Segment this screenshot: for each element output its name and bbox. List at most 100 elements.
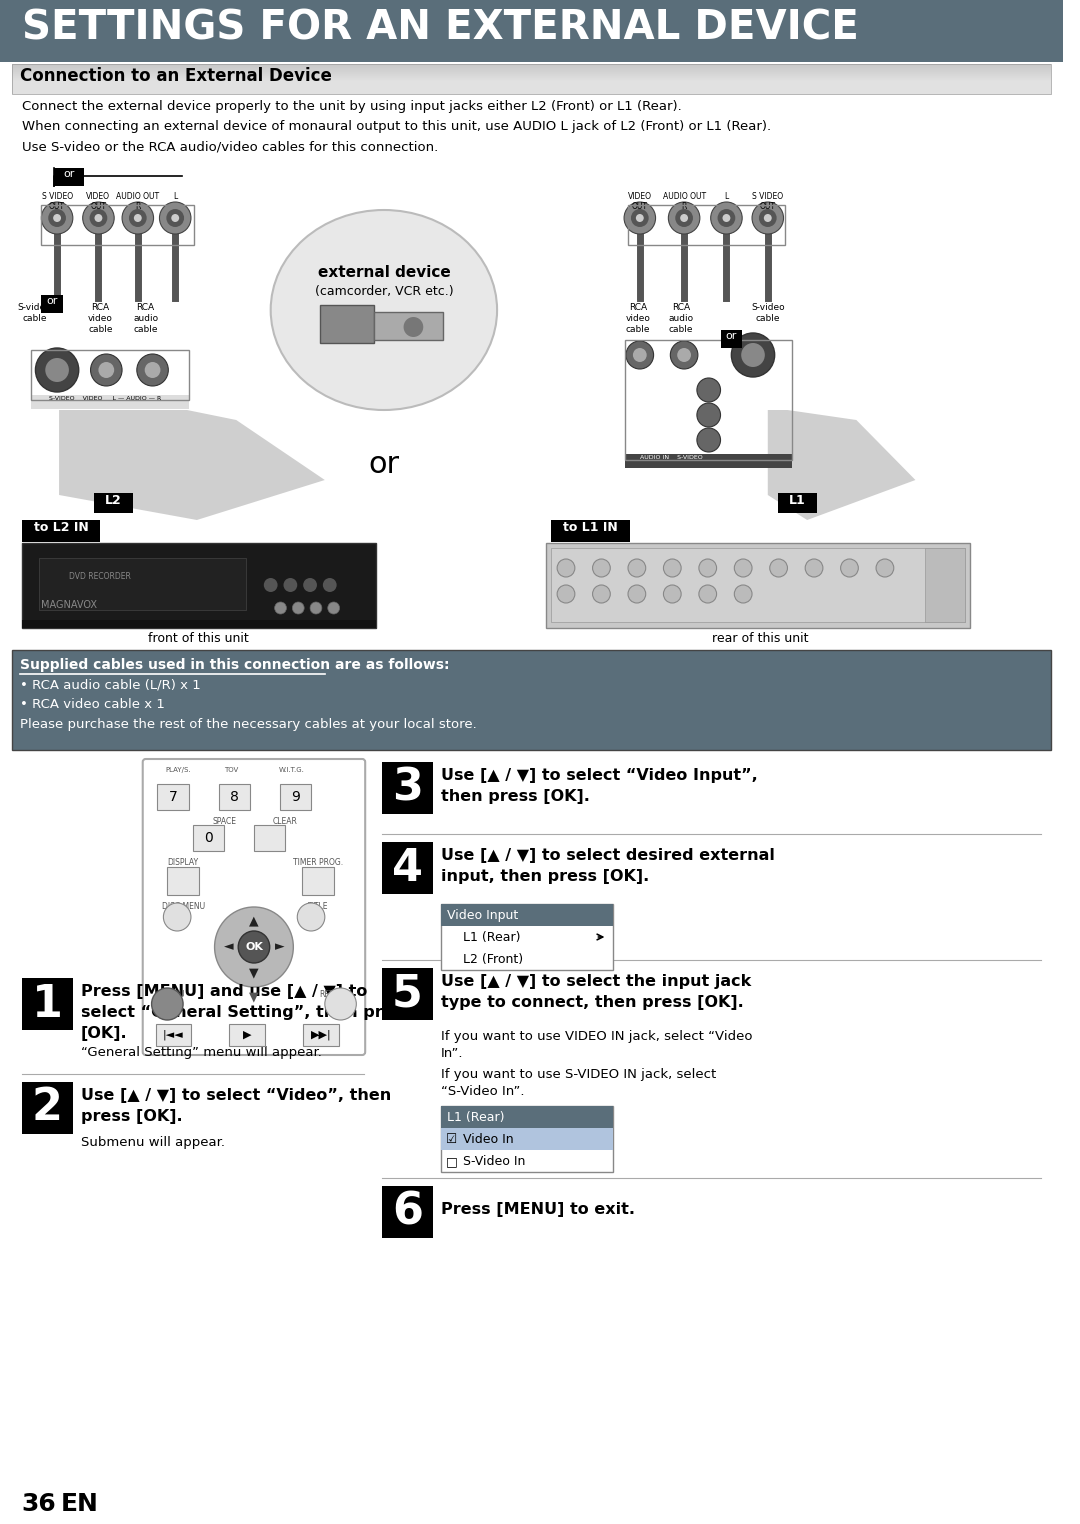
Text: DISPLAY: DISPLAY [167,858,199,867]
Circle shape [122,203,153,235]
Circle shape [677,347,691,363]
Text: RCA
audio
cable: RCA audio cable [669,303,693,334]
Circle shape [770,559,787,578]
Bar [193,824,225,850]
Text: Submenu will appear.: Submenu will appear. [81,1135,225,1149]
Circle shape [633,347,647,363]
Text: W.I.T.G.: W.I.T.G. [279,767,305,773]
Bar [441,904,613,927]
Text: S VIDEO
OUT: S VIDEO OUT [752,192,783,212]
Bar [41,206,194,245]
Circle shape [624,203,656,235]
Polygon shape [768,410,916,520]
Bar [167,867,199,895]
Text: Use S-video or the RCA audio/video cables for this connection.: Use S-video or the RCA audio/video cable… [22,140,437,152]
Circle shape [145,363,161,378]
Circle shape [325,988,356,1020]
Text: 1: 1 [31,983,63,1026]
Text: ▲: ▲ [249,914,259,928]
Text: Use [▲ / ▼] to select the input jack
type to connect, then press [OK].: Use [▲ / ▼] to select the input jack typ… [441,974,752,1010]
Text: front of this unit: front of this unit [148,632,249,645]
Circle shape [636,213,644,223]
Circle shape [593,585,610,604]
Circle shape [53,213,62,223]
Circle shape [627,559,646,578]
Text: VIDEO
OUT: VIDEO OUT [86,192,110,212]
Text: 9: 9 [291,789,300,805]
Circle shape [699,559,717,578]
Circle shape [45,358,69,383]
Text: “General Setting” menu will appear.: “General Setting” menu will appear. [81,1045,322,1059]
Circle shape [734,559,752,578]
Bar [22,1082,72,1134]
Circle shape [163,904,191,931]
Text: Press [MENU] and use [▲ / ▼] to
select “General Setting”, then press
[OK].: Press [MENU] and use [▲ / ▼] to select “… [81,985,413,1041]
Text: AUDIO OUT
R: AUDIO OUT R [662,192,705,212]
Text: Video In: Video In [462,1132,513,1146]
Circle shape [239,931,270,963]
Bar [31,395,189,408]
Text: ◄: ◄ [224,940,233,954]
Circle shape [94,213,103,223]
Bar [625,454,793,468]
Circle shape [293,602,305,614]
Text: Supplied cables used in this connection are as follows:: Supplied cables used in this connection … [19,658,449,672]
Text: L1 (Rear): L1 (Rear) [447,1111,504,1125]
Text: 6: 6 [392,1190,423,1233]
Text: 4: 4 [392,846,423,890]
Bar [720,331,742,347]
Text: 3: 3 [392,767,423,809]
Circle shape [264,578,278,591]
Text: AUDIO IN    S-VIDEO: AUDIO IN S-VIDEO [639,456,703,460]
Text: S-VIDEO    VIDEO     L — AUDIO — R: S-VIDEO VIDEO L — AUDIO — R [50,396,162,401]
Text: CLEAR: CLEAR [273,817,298,826]
Bar [320,305,374,343]
Circle shape [160,203,191,235]
Text: external device: external device [318,265,450,280]
Bar [382,1186,433,1237]
Circle shape [663,559,681,578]
Bar [280,783,311,809]
Circle shape [663,585,681,604]
Text: PLAY/S.: PLAY/S. [165,767,191,773]
Circle shape [297,904,325,931]
Text: When connecting an external device of monaural output to this unit, use AUDIO L : When connecting an external device of mo… [22,120,771,133]
Text: TITLE: TITLE [308,902,328,911]
Text: 7: 7 [168,789,177,805]
Text: DVD RECORDER: DVD RECORDER [69,572,131,581]
Circle shape [134,213,141,223]
Bar [778,492,816,514]
Bar [158,783,189,809]
Circle shape [151,988,184,1020]
Bar [441,904,613,969]
Text: S-video
cable: S-video cable [751,303,784,323]
Text: AUDIO OUT
R: AUDIO OUT R [117,192,160,212]
Text: 0: 0 [204,831,213,844]
Bar [218,783,249,809]
Text: ▼: ▼ [249,966,259,980]
Text: ▼: ▼ [249,991,259,1003]
Text: to L2 IN: to L2 IN [33,521,89,533]
Bar [374,312,443,340]
Circle shape [806,559,823,578]
Circle shape [83,203,114,235]
Text: to L1 IN: to L1 IN [564,521,618,533]
Text: or: or [46,296,58,306]
Bar [41,296,63,312]
Text: SPACE: SPACE [213,817,237,826]
Bar [254,824,285,850]
Text: |◄◄: |◄◄ [163,1030,184,1041]
Bar [302,867,334,895]
Ellipse shape [271,210,497,410]
Text: RETURN: RETURN [319,991,350,1000]
Bar [551,549,964,622]
Circle shape [98,363,114,378]
Circle shape [731,334,774,376]
Text: • RCA audio cable (L/R) x 1: • RCA audio cable (L/R) x 1 [19,678,201,690]
Circle shape [172,213,179,223]
Text: ☑: ☑ [446,1132,457,1146]
Bar [0,0,1063,62]
Circle shape [699,585,717,604]
Circle shape [697,378,720,402]
Circle shape [734,585,752,604]
